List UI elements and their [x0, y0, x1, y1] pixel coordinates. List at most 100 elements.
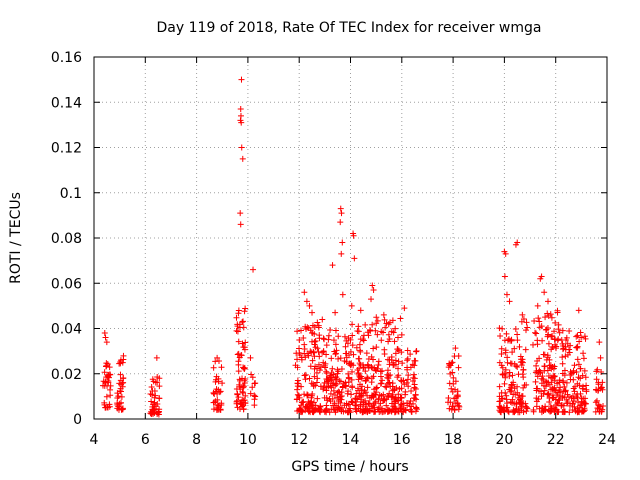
data-point — [547, 403, 554, 410]
data-point — [353, 398, 360, 405]
data-point — [522, 327, 529, 334]
data-point — [547, 311, 554, 318]
data-point — [360, 364, 367, 371]
data-point — [581, 333, 588, 340]
data-point — [328, 369, 335, 376]
data-point — [569, 393, 576, 400]
data-point — [582, 400, 589, 407]
data-point — [542, 314, 549, 321]
data-point — [316, 367, 323, 374]
data-point — [350, 362, 357, 369]
data-point — [325, 336, 332, 343]
data-point — [250, 266, 257, 273]
data-point — [404, 355, 411, 362]
data-point — [373, 320, 380, 327]
data-point — [338, 366, 345, 373]
data-point — [600, 402, 607, 409]
x-tick-label: 24 — [598, 432, 616, 448]
data-point — [452, 378, 459, 385]
data-point — [239, 155, 246, 162]
data-point — [389, 380, 396, 387]
data-point — [248, 371, 255, 378]
data-point — [505, 408, 512, 415]
data-point — [509, 372, 516, 379]
data-point — [368, 296, 375, 303]
data-point — [336, 377, 343, 384]
data-point — [335, 388, 342, 395]
data-point — [364, 329, 371, 336]
data-point — [593, 387, 600, 394]
data-point — [548, 374, 555, 381]
data-point — [294, 377, 301, 384]
data-point — [363, 350, 370, 357]
data-point — [381, 346, 388, 353]
data-point — [510, 379, 517, 386]
data-point — [375, 358, 382, 365]
data-point — [118, 393, 125, 400]
data-point — [373, 384, 380, 391]
data-point — [533, 395, 540, 402]
data-point — [378, 337, 385, 344]
data-point — [252, 393, 259, 400]
data-point — [511, 345, 518, 352]
data-point — [383, 384, 390, 391]
x-tick-label: 4 — [90, 432, 99, 448]
data-point — [297, 407, 304, 414]
data-point — [357, 307, 364, 314]
data-point — [562, 353, 569, 360]
data-point — [234, 328, 241, 335]
data-point — [582, 335, 589, 342]
data-point — [551, 328, 558, 335]
data-point — [524, 405, 531, 412]
data-point — [356, 393, 363, 400]
data-point — [349, 368, 355, 375]
data-point — [503, 291, 510, 298]
data-point — [520, 384, 527, 391]
data-point — [519, 311, 526, 318]
data-point — [345, 335, 352, 342]
data-point — [498, 395, 505, 402]
data-point — [373, 385, 380, 392]
data-point — [375, 395, 382, 402]
data-point — [575, 374, 582, 381]
data-point — [361, 387, 368, 394]
data-point — [356, 360, 363, 367]
data-point — [217, 406, 224, 413]
data-point — [541, 406, 548, 413]
data-point — [334, 370, 341, 377]
data-point — [242, 399, 249, 406]
data-point — [319, 316, 326, 323]
data-point — [364, 384, 371, 391]
data-point — [509, 349, 516, 356]
data-point — [386, 335, 393, 342]
data-point — [552, 319, 559, 326]
data-point — [523, 319, 530, 326]
data-point — [348, 391, 355, 398]
data-point — [502, 250, 509, 257]
data-point — [401, 305, 408, 312]
data-point — [582, 395, 589, 402]
data-point — [316, 353, 323, 360]
data-point — [578, 334, 585, 341]
data-point — [241, 365, 248, 372]
data-point — [295, 392, 302, 399]
data-point — [302, 371, 309, 378]
data-point — [369, 321, 376, 328]
data-point — [392, 394, 399, 401]
data-point — [561, 367, 568, 374]
data-point — [508, 360, 515, 367]
data-point — [380, 329, 387, 336]
data-point — [236, 381, 243, 388]
data-point — [541, 387, 548, 394]
data-point — [395, 391, 402, 398]
data-point — [399, 360, 406, 367]
data-point — [541, 351, 548, 358]
data-point — [368, 379, 375, 386]
data-point — [336, 405, 343, 412]
data-point — [362, 389, 369, 396]
data-point — [349, 342, 356, 349]
data-point — [388, 400, 395, 407]
data-point — [598, 408, 605, 415]
data-point — [531, 318, 538, 325]
data-point — [455, 364, 462, 371]
